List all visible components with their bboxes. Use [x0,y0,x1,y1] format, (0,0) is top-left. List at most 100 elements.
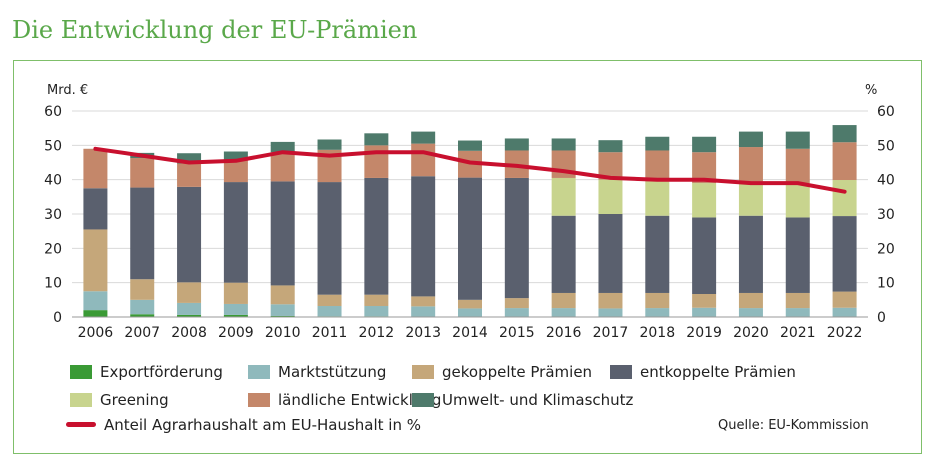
legend-label: Anteil Agrarhaushalt am EU-Haushalt in % [104,416,422,434]
bar-segment [364,133,389,146]
y-axis-label-right: % [865,83,877,98]
bar-segment [270,141,295,153]
x-tick-label: 2013 [405,325,441,341]
legend-label: Marktstützung [278,363,387,381]
bar-segment [223,314,248,317]
bar-segment [738,181,763,216]
bar-segment [130,279,155,300]
bar-segment [317,294,342,307]
bar-segment [598,179,623,214]
x-tick-label: 2011 [312,325,348,341]
chart-title: Die Entwicklung der EU-Prämien [12,16,418,44]
bar-segment [785,131,810,149]
bar-segment [785,308,810,317]
legend-label: entkoppelte Prämien [640,363,796,381]
legend-swatch [70,365,92,379]
y-axis-label-left: Mrd. € [47,83,88,98]
bar-segment [598,308,623,317]
bar-segment [785,217,810,293]
bar-segment [645,292,670,309]
bar-segment [785,183,810,218]
bar-segment [317,182,342,295]
x-tick-label: 2022 [827,325,863,341]
bar-segment [458,140,482,151]
source-note: Quelle: EU-Kommission [718,418,869,433]
bar-segment [832,291,857,308]
bar-segment [130,314,155,317]
bar-segment [270,181,295,286]
bar-segment [364,294,389,307]
bar-segment [645,181,670,216]
legend-swatch [412,365,434,379]
legend-item-line: Anteil Agrarhaushalt am EU-Haushalt in % [66,416,421,434]
bar-segment [785,148,810,184]
bar-segment [645,150,670,182]
bar-segment [504,177,529,299]
bar-segment [83,310,108,317]
legend-swatch [610,365,632,379]
legend-item: entkoppelte Prämien [610,363,796,381]
bar-segment [270,285,295,305]
y-tick-label-left: 10 [44,276,62,292]
bar-segment [598,140,623,153]
bar-segment [458,308,482,317]
bar-segment [785,292,810,309]
y-tick-label-left: 0 [53,310,62,326]
y-tick-label-right: 30 [877,207,895,223]
x-tick-label: 2012 [359,325,395,341]
bar-segment [692,307,717,317]
bar-segment [598,214,623,293]
bar-segment [177,153,202,164]
bar-segment [317,306,342,317]
x-tick-label: 2015 [499,325,535,341]
bar-segment [551,292,576,309]
legend-swatch [70,393,92,407]
y-tick-label-right: 40 [877,173,895,189]
y-tick-label-right: 0 [877,310,886,326]
y-tick-label-left: 50 [44,138,62,154]
bar-segment [504,298,529,309]
bar-segment [411,176,436,297]
bar-segment [83,229,108,292]
x-tick-label: 2008 [171,325,207,341]
bar-segment [130,187,155,280]
chart-frame [13,60,922,454]
bar-segment [317,139,342,150]
bar-segment [738,292,763,309]
legend-label: gekoppelte Prämien [442,363,593,381]
bar-segment [738,147,763,182]
legend-label: Umwelt- und Klimaschutz [442,391,634,409]
legend-item: Umwelt- und Klimaschutz [412,391,633,409]
bar-segment [177,314,202,317]
bar-segment [270,304,295,316]
bar-segment [738,215,763,293]
bar-segment [83,291,108,311]
bar-segment [411,143,436,177]
bar-segment [832,216,857,292]
x-tick-label: 2021 [780,325,816,341]
bar-segment [177,302,202,315]
legend-item: Exportförderung [70,363,223,381]
bar-segment [738,131,763,148]
bar-segment [692,217,717,294]
legend-item: Marktstützung [248,363,386,381]
legend-swatch [412,393,434,407]
legend-label: Exportförderung [100,363,223,381]
bar-segment [223,282,248,304]
bar-segment [598,292,623,309]
x-tick-label: 2009 [218,325,254,341]
bar-segment [832,307,857,317]
x-tick-label: 2018 [639,325,675,341]
x-tick-label: 2007 [124,325,160,341]
bar-segment [83,188,108,230]
y-tick-label-right: 20 [877,241,895,257]
x-tick-label: 2010 [265,325,301,341]
y-tick-label-right: 50 [877,138,895,154]
x-tick-label: 2016 [546,325,582,341]
x-tick-label: 2020 [733,325,769,341]
y-tick-label-left: 30 [44,207,62,223]
legend-item: gekoppelte Prämien [412,363,592,381]
bar-segment [83,148,108,189]
bar-segment [692,293,717,308]
bar-segment [504,138,529,151]
